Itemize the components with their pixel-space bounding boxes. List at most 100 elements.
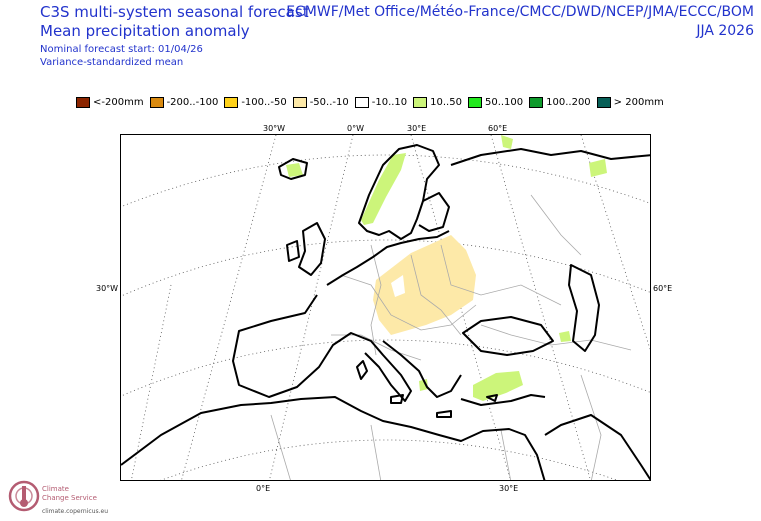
legend-label: -50..-10 — [309, 96, 349, 108]
border-line — [530, 194, 582, 256]
legend-label: -200..-100 — [166, 96, 219, 108]
coast-crete — [436, 410, 452, 418]
method-label: Variance-standardized mean — [40, 57, 184, 68]
coastlines — [121, 144, 650, 480]
title-block: C3S multi-system seasonal forecast Mean … — [40, 3, 309, 69]
border-line — [480, 324, 632, 351]
lon-label-top: 30°W — [263, 124, 286, 133]
logo-line2: Change Service — [42, 494, 97, 502]
coast-balkans — [382, 340, 462, 398]
lon-label-bottom: 0°E — [256, 484, 271, 493]
longitude-line — [580, 135, 650, 351]
longitude-line — [181, 135, 277, 480]
lon-label-top: 0°W — [347, 124, 364, 133]
border-line — [270, 414, 291, 480]
coast-britain — [298, 222, 326, 276]
legend: <-200mm -200..-100 -100..-50 -50..-10 -1… — [76, 94, 670, 110]
border-line — [331, 334, 422, 361]
season-label: JJA 2026 — [696, 23, 754, 39]
legend-item: <-200mm — [76, 96, 144, 108]
border-line — [410, 254, 462, 336]
latitude-line — [121, 239, 650, 297]
coast-ireland — [286, 240, 300, 262]
anomaly-wet-scandinavia — [361, 153, 406, 225]
lon-label-left: 30°W — [96, 284, 119, 293]
anomaly-wet-anatolia — [473, 371, 523, 401]
anomaly-wet-caucasus — [559, 331, 571, 342]
legend-label: -100..-50 — [241, 96, 287, 108]
lon-label-right: 60°E — [653, 284, 673, 293]
graticule — [121, 135, 650, 480]
anomaly-dry-region — [373, 235, 476, 335]
coast-sicily — [390, 394, 404, 404]
coast-iceland — [278, 158, 308, 180]
legend-swatch — [413, 96, 428, 108]
legend-label: <-200mm — [93, 96, 144, 108]
anomaly-wet-iceland — [286, 163, 303, 177]
coast-iberia-italy — [232, 294, 412, 402]
legend-swatch — [292, 96, 307, 108]
variable-title: Mean precipitation anomaly — [40, 22, 250, 40]
legend-label: 10..50 — [430, 96, 462, 108]
legend-item: -50..-10 — [292, 96, 349, 108]
border-line — [340, 274, 477, 331]
coast-arctic — [450, 148, 650, 166]
border-line — [370, 424, 382, 480]
logo-url: climate.copernicus.eu — [42, 508, 109, 515]
anomaly-neutral-region — [391, 275, 405, 297]
coast-finland — [418, 192, 450, 232]
coast-sardinia — [356, 360, 368, 380]
longitude-line — [410, 135, 511, 480]
legend-item: 10..50 — [413, 96, 462, 108]
legend-swatch — [596, 96, 611, 108]
anomaly-wet-greece — [419, 379, 428, 391]
legend-swatch — [224, 96, 239, 108]
legend-swatch — [529, 96, 544, 108]
coast-northsea-baltic — [326, 230, 450, 286]
coast-black-sea — [462, 316, 554, 356]
latitude-line — [121, 339, 650, 397]
legend-swatch — [149, 96, 164, 108]
coast-scandinavia — [358, 144, 440, 240]
longitude-line — [490, 135, 591, 480]
country-borders — [270, 194, 632, 480]
coast-cyprus — [486, 394, 498, 402]
legend-label: -10..10 — [371, 96, 408, 108]
centres-label: ECMWF/Met Office/Météo-France/CMCC/DWD/N… — [286, 4, 754, 20]
legend-swatch — [467, 96, 482, 108]
lon-label-top: 30°E — [407, 124, 427, 133]
legend-label: > 200mm — [613, 96, 664, 108]
coast-anatolia — [460, 394, 546, 406]
europe-map — [121, 135, 650, 480]
copernicus-logo-icon — [8, 480, 40, 512]
longitude-line — [269, 135, 354, 480]
legend-swatch — [354, 96, 369, 108]
border-line — [580, 374, 602, 480]
logo-thermometer — [22, 486, 26, 500]
anomaly-wet-urals — [589, 159, 607, 177]
logo-line1: Climate — [42, 485, 69, 493]
border-line — [370, 244, 382, 356]
legend-item: 50..100 — [467, 96, 524, 108]
legend-item: > 200mm — [596, 96, 664, 108]
lon-label-bottom: 30°E — [499, 484, 519, 493]
forecast-title: C3S multi-system seasonal forecast — [40, 3, 309, 21]
border-line — [440, 244, 562, 306]
coast-arabia — [544, 414, 650, 480]
latitude-line — [160, 439, 618, 480]
coast-caspian — [568, 264, 600, 352]
nominal-start: Nominal forecast start: 01/04/26 — [40, 44, 203, 55]
title-right-block: ECMWF/Met Office/Météo-France/CMCC/DWD/N… — [286, 3, 754, 41]
anomaly-wet-arctic — [501, 135, 513, 149]
coast-north-africa — [121, 396, 546, 480]
legend-label: 100..200 — [546, 96, 591, 108]
map-panel — [120, 134, 651, 481]
legend-swatch — [76, 96, 90, 108]
legend-item: -200..-100 — [149, 96, 219, 108]
logo-bulb — [20, 499, 28, 507]
longitude-line — [130, 284, 172, 480]
border-line — [500, 429, 512, 480]
logo-ring — [8, 480, 40, 512]
legend-label: 50..100 — [484, 96, 524, 108]
lon-label-top: 60°E — [488, 124, 508, 133]
